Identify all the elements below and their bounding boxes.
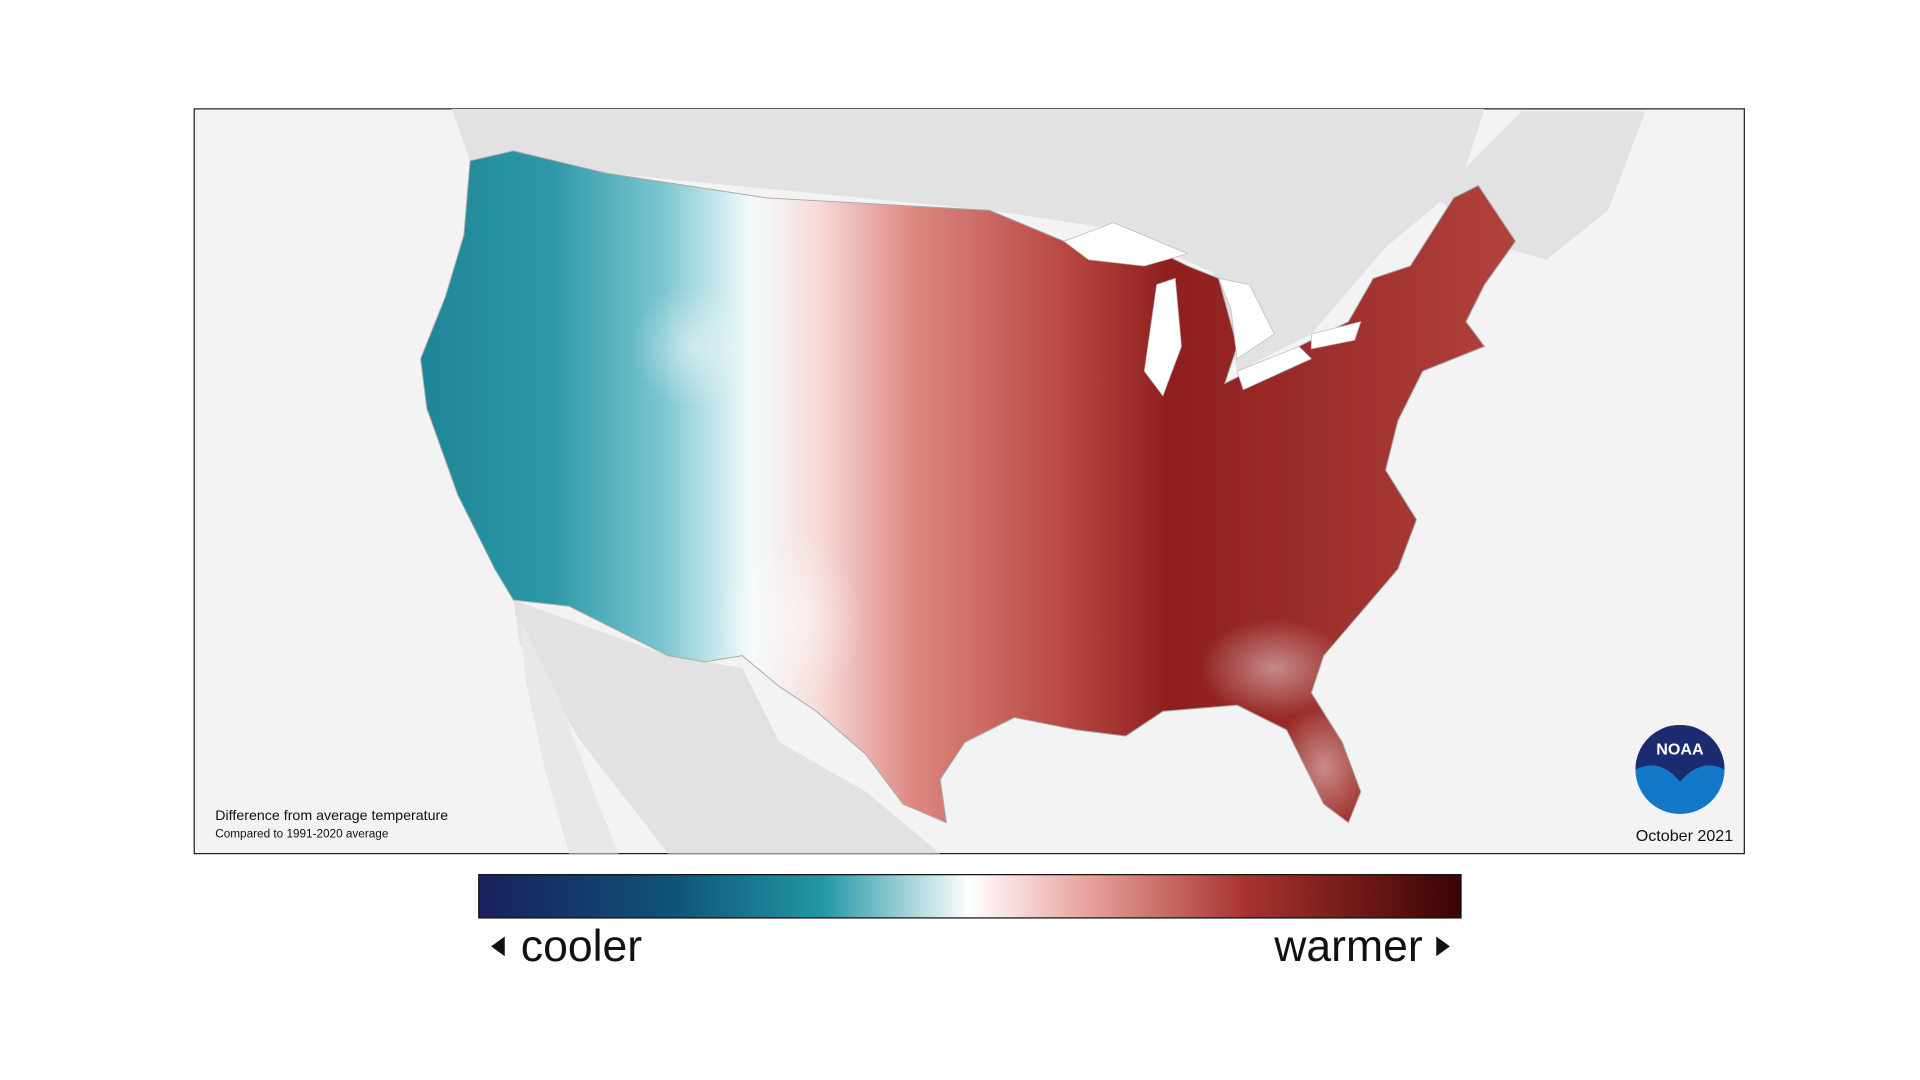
caption-subtitle: Compared to 1991-2020 average [215, 828, 389, 841]
lake-erie [1236, 345, 1312, 391]
lake-michigan [1143, 277, 1182, 397]
legend-low-label: cooler [521, 922, 642, 971]
lake-ontario [1310, 321, 1362, 350]
great-lakes [1063, 222, 1362, 397]
noaa-logo: NOAA [1635, 724, 1725, 815]
legend-high-label: warmer [1273, 922, 1423, 971]
logo-top [1635, 724, 1725, 782]
baja [519, 618, 619, 854]
left-arrow [491, 936, 505, 957]
base-map: NOAA Difference from average temperature… [215, 108, 1733, 854]
color-bar [478, 874, 1462, 919]
lake-superior [1063, 222, 1189, 267]
anomaly-blob [630, 284, 755, 409]
right-arrow [1436, 936, 1450, 957]
lake-huron [1217, 277, 1275, 360]
date-label: October 2021 [1636, 827, 1733, 845]
anomaly-blob [717, 531, 866, 706]
caption-title: Difference from average temperature [215, 808, 448, 824]
mexico [513, 600, 941, 854]
logo-text: NOAA [1656, 741, 1704, 759]
